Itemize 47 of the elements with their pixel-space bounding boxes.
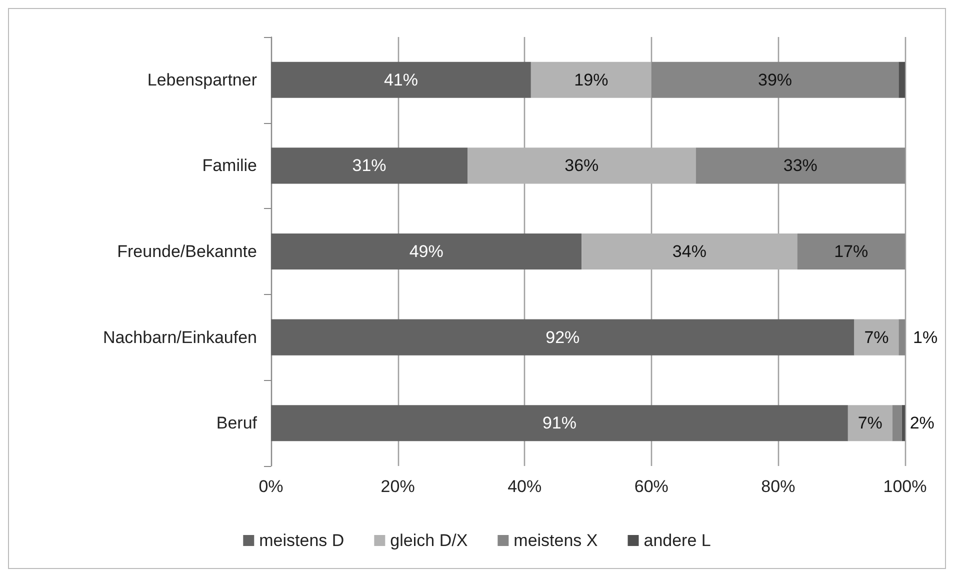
data-label: 2%	[910, 414, 934, 433]
x-tick-label: 80%	[761, 477, 796, 496]
x-tick-label: 20%	[380, 477, 415, 496]
data-label: 19%	[574, 70, 608, 90]
data-label: 1%	[913, 328, 938, 347]
x-tick-label: 40%	[508, 477, 542, 496]
data-label: 7%	[858, 414, 882, 433]
bar	[902, 405, 905, 442]
data-label: 17%	[834, 242, 868, 261]
bar	[468, 148, 696, 184]
y-tick-label: Familie	[202, 156, 257, 176]
bar	[271, 62, 531, 98]
bar	[271, 319, 854, 356]
data-label: 7%	[864, 328, 889, 347]
data-label: 36%	[564, 156, 599, 176]
bar	[898, 319, 905, 356]
data-label: 49%	[409, 242, 444, 261]
bar	[271, 148, 468, 184]
bar	[696, 148, 905, 184]
data-label: 33%	[783, 156, 818, 176]
bar	[651, 62, 899, 98]
bar	[854, 319, 899, 356]
bar	[797, 233, 905, 270]
data-label: 31%	[352, 156, 386, 176]
data-label: 34%	[672, 242, 706, 261]
legend-label: gleich D/X	[390, 531, 468, 550]
data-label: 91%	[542, 414, 576, 433]
data-label: 92%	[546, 328, 580, 347]
y-tick-label: Beruf	[216, 414, 258, 433]
legend-label: andere L	[644, 531, 711, 550]
bar	[582, 233, 798, 270]
bar	[271, 233, 582, 270]
y-tick-label: Lebenspartner	[147, 70, 258, 90]
bar	[530, 62, 652, 98]
legend-label: meistens D	[259, 531, 344, 550]
legend-label: meistens X	[514, 531, 598, 550]
data-label: 41%	[384, 70, 418, 90]
x-tick-label: 0%	[258, 477, 284, 496]
bar	[848, 405, 892, 442]
bar	[271, 405, 848, 442]
y-tick-label: Freunde/Bekannte	[117, 242, 257, 261]
bar	[898, 62, 905, 98]
y-tick-label: Nachbarn/Einkaufen	[102, 328, 257, 347]
x-tick-label: 60%	[634, 477, 668, 496]
bar	[892, 405, 902, 442]
data-label: 39%	[758, 70, 792, 90]
x-tick-label: 100%	[883, 477, 927, 496]
